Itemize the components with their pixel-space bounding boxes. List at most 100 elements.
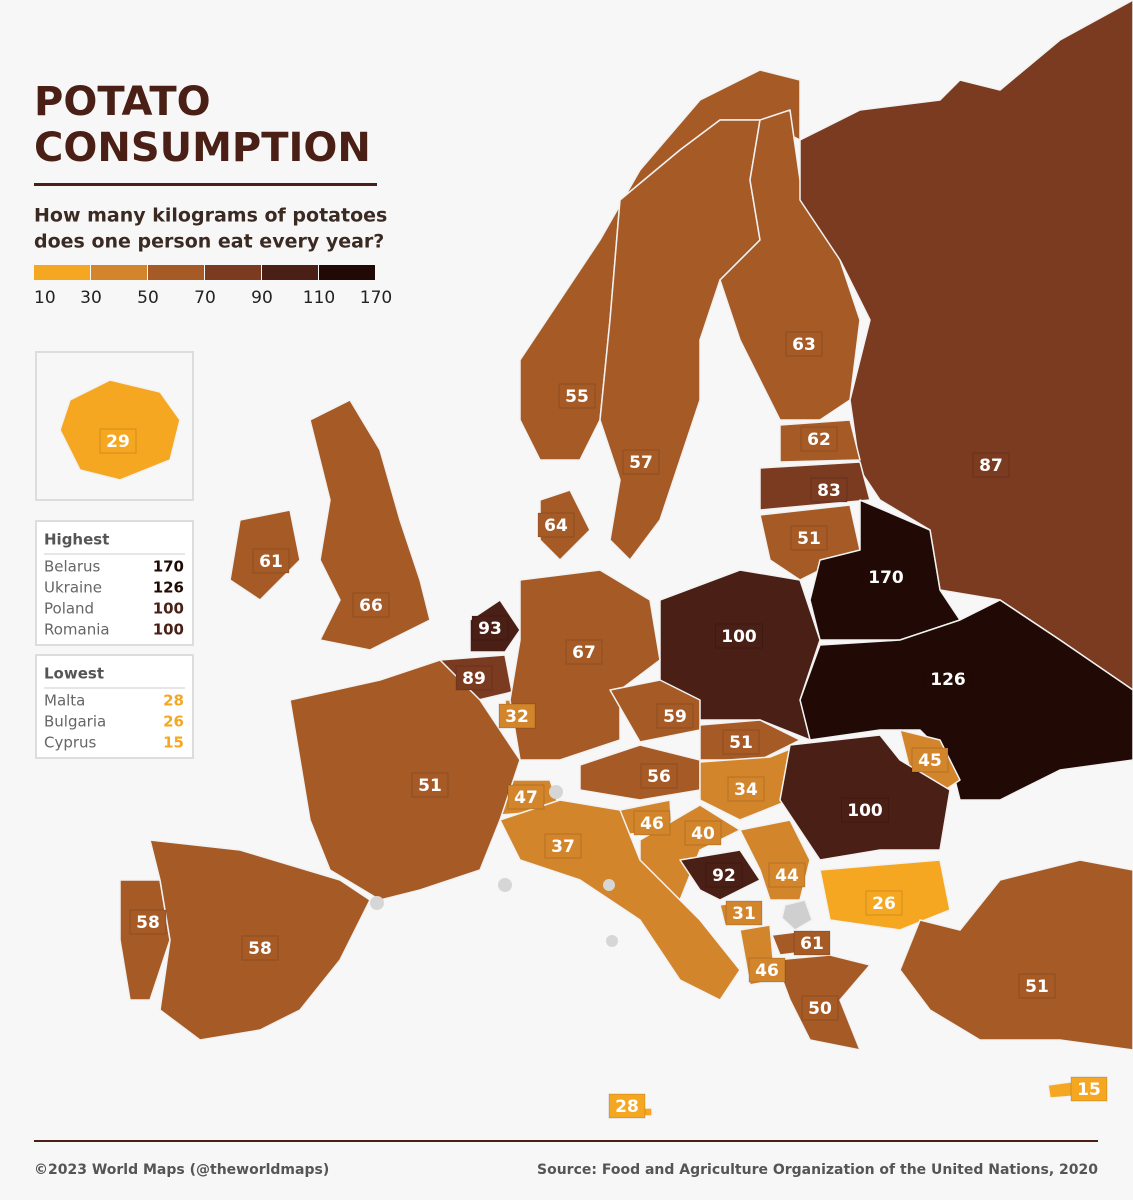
value-badge bbox=[537, 512, 575, 538]
value-label: 46 bbox=[755, 961, 779, 981]
liechtenstein bbox=[549, 785, 563, 799]
value-badge bbox=[924, 666, 972, 692]
value-label: 59 bbox=[663, 707, 687, 727]
value-badge bbox=[622, 449, 660, 475]
value-label: 46 bbox=[640, 814, 664, 834]
value-label: 51 bbox=[418, 776, 442, 796]
title-line: CONSUMPTION bbox=[34, 125, 371, 171]
value-label: 100 bbox=[721, 627, 757, 647]
value-badge bbox=[785, 331, 823, 357]
value-label: 29 bbox=[106, 432, 130, 452]
country bbox=[799, 599, 1133, 801]
value-badge bbox=[1070, 1076, 1108, 1102]
legend-label: 70 bbox=[194, 288, 216, 308]
value-label: 58 bbox=[136, 913, 160, 933]
value-label: 31 bbox=[732, 904, 756, 924]
ranking-value: 26 bbox=[163, 713, 184, 731]
value-badge bbox=[1018, 973, 1056, 999]
value-label: 67 bbox=[572, 643, 596, 663]
value-label: 58 bbox=[248, 939, 272, 959]
value-label: 63 bbox=[792, 335, 816, 355]
legend-swatch bbox=[319, 265, 375, 280]
legend-label: 50 bbox=[137, 288, 159, 308]
subtitle-line: does one person eat every year? bbox=[34, 231, 384, 253]
value-label: 55 bbox=[565, 387, 589, 407]
ranking-boxes: Highest Belarus 170 Ukraine 126 Poland 100 Roma… bbox=[35, 520, 194, 759]
value-badge bbox=[800, 426, 838, 452]
value-label: 66 bbox=[359, 596, 383, 616]
value-badge bbox=[411, 772, 449, 798]
vatican bbox=[606, 935, 618, 947]
value-badge bbox=[972, 452, 1010, 478]
value-badge bbox=[727, 776, 765, 802]
source: Source: Food and Agriculture Organizatio… bbox=[537, 1162, 1098, 1178]
value-label: 51 bbox=[1025, 977, 1049, 997]
ranking-title: Highest bbox=[44, 531, 109, 549]
ranking-name: Belarus bbox=[44, 558, 101, 576]
ranking-title: Lowest bbox=[44, 665, 104, 683]
country bbox=[779, 734, 951, 861]
inset-frame bbox=[35, 351, 194, 501]
value-badge bbox=[862, 564, 910, 590]
value-badge bbox=[471, 615, 509, 641]
value-badge bbox=[241, 935, 279, 961]
legend-swatch bbox=[34, 265, 90, 280]
value-label: 56 bbox=[647, 767, 671, 787]
legend-label: 10 bbox=[34, 288, 56, 308]
ranking-box bbox=[35, 654, 194, 759]
legend: 10 30 50 70 90 110 170 bbox=[34, 265, 392, 308]
credit: ©2023 World Maps (@theworldmaps) bbox=[34, 1162, 329, 1178]
value-badge bbox=[558, 383, 596, 409]
country bbox=[309, 399, 431, 651]
value-label: 51 bbox=[797, 529, 821, 549]
value-label: 93 bbox=[478, 619, 502, 639]
value-label: 61 bbox=[800, 934, 824, 954]
ranking-name: Malta bbox=[44, 692, 85, 710]
value-badge bbox=[705, 862, 743, 888]
value-badge bbox=[715, 623, 763, 649]
value-label: 28 bbox=[615, 1097, 639, 1117]
value-badge bbox=[656, 703, 694, 729]
legend-swatch bbox=[148, 265, 204, 280]
legend-label: 170 bbox=[360, 288, 392, 308]
value-label: 126 bbox=[930, 670, 966, 690]
value-label: 62 bbox=[807, 430, 831, 450]
value-label: 34 bbox=[734, 780, 758, 800]
value-badge bbox=[565, 639, 603, 665]
ranking-value: 15 bbox=[163, 734, 184, 752]
value-badge bbox=[507, 784, 545, 810]
san-marino bbox=[603, 879, 615, 891]
value-label: 50 bbox=[808, 999, 832, 1019]
value-badge bbox=[99, 428, 137, 454]
ranking-name: Ukraine bbox=[44, 579, 102, 597]
ranking-value: 126 bbox=[153, 579, 184, 597]
legend-swatch bbox=[91, 265, 147, 280]
country bbox=[509, 569, 661, 761]
ranking-value: 170 bbox=[153, 558, 184, 576]
legend-label: 110 bbox=[303, 288, 335, 308]
labels: 29 55 57 63 87 62 83 51 170 126 100 64 61 66 93 89 32 67 5… bbox=[99, 331, 1108, 1119]
value-badge bbox=[455, 665, 493, 691]
ranking-value: 100 bbox=[153, 621, 184, 639]
value-badge bbox=[748, 957, 786, 983]
kosovo bbox=[781, 899, 813, 931]
ranking-name: Bulgaria bbox=[44, 713, 106, 731]
ranking-value: 100 bbox=[153, 600, 184, 618]
value-badge bbox=[129, 909, 167, 935]
value-label: 92 bbox=[712, 866, 736, 886]
value-badge bbox=[793, 930, 831, 956]
ranking-box bbox=[35, 520, 194, 646]
ranking-name: Poland bbox=[44, 600, 94, 618]
value-badge bbox=[865, 890, 903, 916]
value-label: 26 bbox=[872, 894, 896, 914]
value-badge bbox=[252, 548, 290, 574]
value-badge bbox=[810, 477, 848, 503]
value-badge bbox=[841, 797, 889, 823]
value-label: 170 bbox=[868, 568, 904, 588]
subtitle-line: How many kilograms of potatoes bbox=[34, 205, 387, 227]
title-rule bbox=[34, 183, 377, 186]
legend-swatch bbox=[205, 265, 261, 280]
country bbox=[289, 659, 521, 901]
country bbox=[899, 859, 1133, 1051]
